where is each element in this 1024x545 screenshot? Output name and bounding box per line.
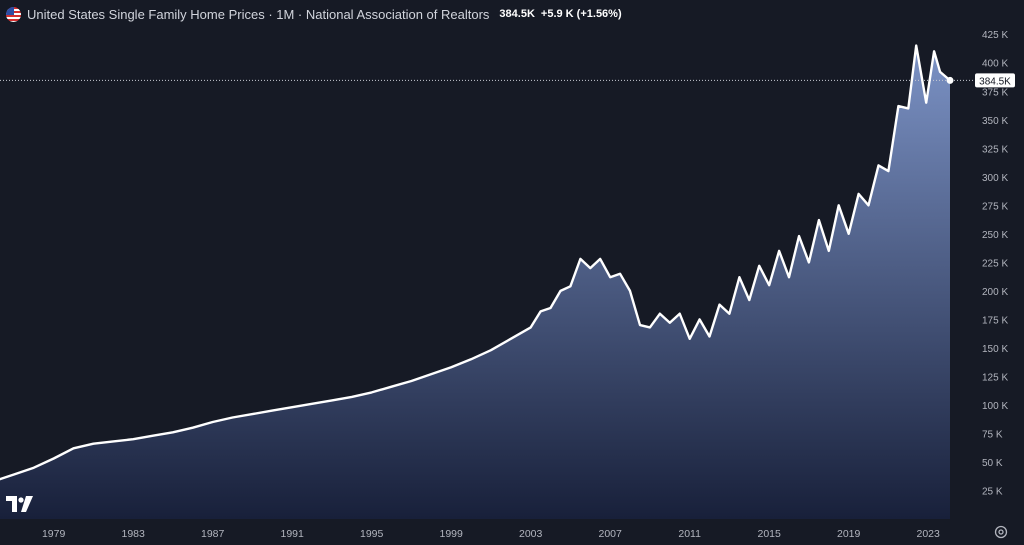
y-tick-label: 100 K xyxy=(982,401,1008,412)
y-tick-label: 400 K xyxy=(982,59,1008,70)
y-tick-label: 250 K xyxy=(982,230,1008,241)
y-tick-label: 150 K xyxy=(982,344,1008,355)
last-value: 384.5K xyxy=(499,8,535,20)
x-tick-label: 1983 xyxy=(121,528,145,540)
y-tick-label: 225 K xyxy=(982,258,1008,269)
us-flag-icon xyxy=(6,6,21,22)
chart-title: United States Single Family Home Prices … xyxy=(27,6,490,22)
y-tick-label: 75 K xyxy=(982,429,1003,440)
y-tick-label: 425 K xyxy=(982,30,1008,41)
x-tick-label: 1995 xyxy=(360,528,384,540)
y-tick-label: 200 K xyxy=(982,287,1008,298)
price-label: 384.5K xyxy=(979,76,1011,87)
y-tick-label: 350 K xyxy=(982,116,1008,127)
price-area xyxy=(0,45,950,519)
price-change: +5.9 K (+1.56%) xyxy=(540,8,622,20)
x-tick-label: 1999 xyxy=(439,528,463,540)
y-tick-label: 375 K xyxy=(982,87,1008,98)
tradingview-logo-icon[interactable] xyxy=(6,496,34,512)
x-tick-label: 2011 xyxy=(678,528,701,540)
x-tick-label: 1979 xyxy=(42,528,66,540)
y-tick-label: 175 K xyxy=(982,315,1008,326)
price-line[interactable] xyxy=(0,44,952,481)
last-point-marker[interactable] xyxy=(946,76,954,84)
x-tick-label: 2003 xyxy=(519,528,543,540)
y-tick-label: 300 K xyxy=(982,173,1008,184)
x-tick-label: 2023 xyxy=(916,528,940,540)
x-tick-label: 2007 xyxy=(598,528,622,540)
y-tick-label: 25 K xyxy=(982,486,1003,497)
y-tick-label: 125 K xyxy=(982,372,1008,383)
chart-header: United States Single Family Home Prices … xyxy=(6,5,622,23)
x-tick-label: 1987 xyxy=(201,528,225,540)
settings-icon[interactable] xyxy=(994,525,1008,539)
x-tick-label: 2019 xyxy=(837,528,861,540)
y-tick-label: 325 K xyxy=(982,144,1008,155)
x-tick-label: 1991 xyxy=(280,528,304,540)
price-label-box xyxy=(975,73,1015,88)
y-tick-label: 50 K xyxy=(982,458,1003,469)
x-tick-label: 2015 xyxy=(757,528,781,540)
y-tick-label: 275 K xyxy=(982,201,1008,212)
